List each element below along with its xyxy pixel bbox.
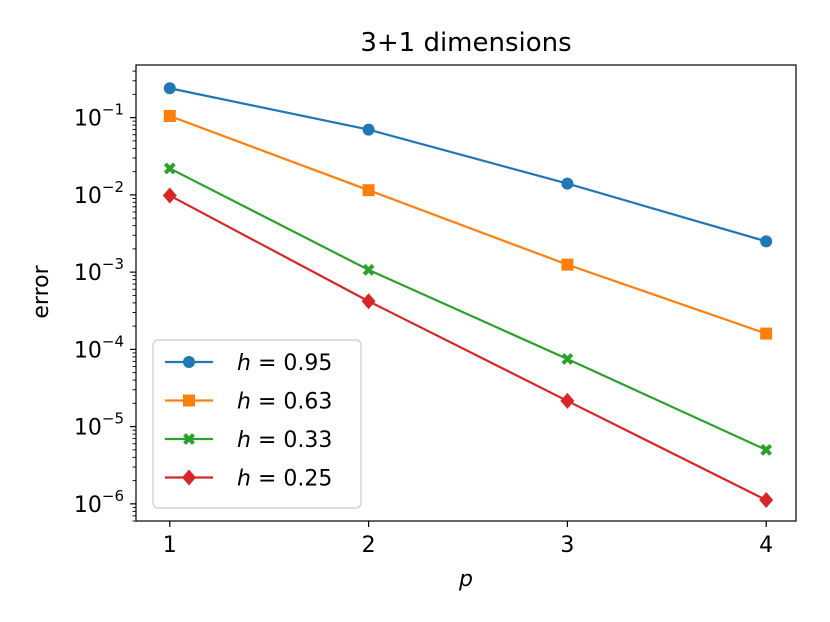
legend-label: h = 0.63 bbox=[237, 390, 332, 415]
legend-item: h = 0.25 bbox=[165, 467, 332, 492]
legend-label: h = 0.25 bbox=[237, 467, 332, 492]
data-point bbox=[163, 109, 176, 122]
series-1 bbox=[163, 82, 773, 248]
x-tick-label: 3 bbox=[560, 533, 574, 558]
y-tick-label: 10−3 bbox=[74, 255, 124, 286]
x-tick-label: 2 bbox=[362, 533, 376, 558]
data-point bbox=[561, 177, 574, 190]
y-axis-label: error bbox=[29, 264, 54, 318]
series-line bbox=[169, 194, 767, 502]
legend-box bbox=[152, 339, 362, 509]
data-point bbox=[361, 293, 376, 310]
data-point bbox=[760, 235, 773, 248]
legend: h = 0.95 h = 0.63 h = 0.33 h = 0.25 bbox=[152, 339, 362, 509]
data-point bbox=[163, 82, 176, 95]
y-tick-label: 10−6 bbox=[74, 487, 124, 518]
data-point bbox=[561, 258, 574, 271]
data-point bbox=[162, 187, 177, 204]
legend-label: h = 0.95 bbox=[237, 351, 332, 376]
series-2 bbox=[163, 109, 773, 340]
x-axis-label: p bbox=[458, 567, 473, 592]
data-point bbox=[560, 392, 575, 409]
legend-marker bbox=[183, 394, 195, 407]
data-point bbox=[760, 327, 773, 340]
data-point bbox=[163, 162, 176, 175]
y-tick-label: 10−2 bbox=[74, 178, 124, 209]
plot-frame bbox=[135, 64, 797, 522]
data-point bbox=[759, 492, 774, 509]
legend-item: h = 0.63 bbox=[165, 390, 332, 415]
chart-title: 3+1 dimensions bbox=[360, 28, 571, 58]
x-tick-label: 1 bbox=[163, 533, 177, 558]
legend-marker bbox=[183, 433, 195, 445]
series-line bbox=[169, 87, 767, 243]
y-tick-label: 10−1 bbox=[74, 101, 124, 132]
x-tick-label: 4 bbox=[759, 533, 773, 558]
legend-item: h = 0.33 bbox=[165, 428, 332, 453]
series-3 bbox=[163, 162, 773, 456]
legend-marker bbox=[182, 469, 196, 486]
y-tick-label: 10−5 bbox=[74, 410, 124, 441]
legend-item: h = 0.95 bbox=[165, 351, 332, 376]
data-point bbox=[362, 263, 375, 276]
series-line bbox=[169, 114, 767, 335]
data-point bbox=[561, 353, 574, 365]
y-tick-label: 10−4 bbox=[74, 332, 124, 363]
legend-label: h = 0.33 bbox=[237, 428, 332, 453]
data-point bbox=[362, 123, 375, 136]
data-point bbox=[760, 443, 773, 456]
series-4 bbox=[162, 187, 774, 509]
legend-marker bbox=[183, 356, 195, 368]
data-point bbox=[362, 184, 375, 197]
series-line bbox=[169, 167, 767, 451]
plot-area: 1 2 3 4 10−6 10−5 10−4 10−3 10−2 10−1 bbox=[74, 64, 797, 558]
